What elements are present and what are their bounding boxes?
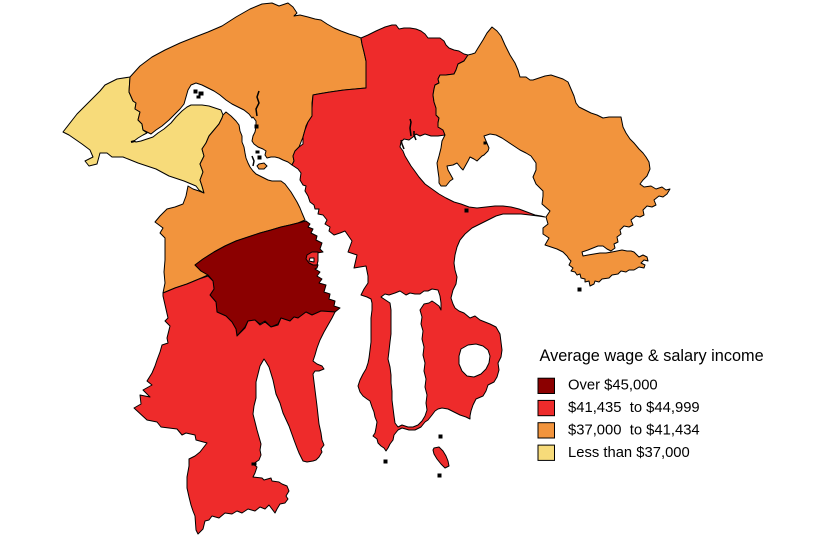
svg-text:Less than $37,000: Less than $37,000 [568, 445, 690, 461]
svg-text:Average wage & salary income: Average wage & salary income [540, 347, 764, 365]
svg-text:$37,000 to $41,434: $37,000 to $41,434 [568, 422, 700, 438]
svg-text:Over $45,000: Over $45,000 [568, 378, 658, 394]
svg-text:$41,435 to $44,999: $41,435 to $44,999 [568, 400, 700, 416]
